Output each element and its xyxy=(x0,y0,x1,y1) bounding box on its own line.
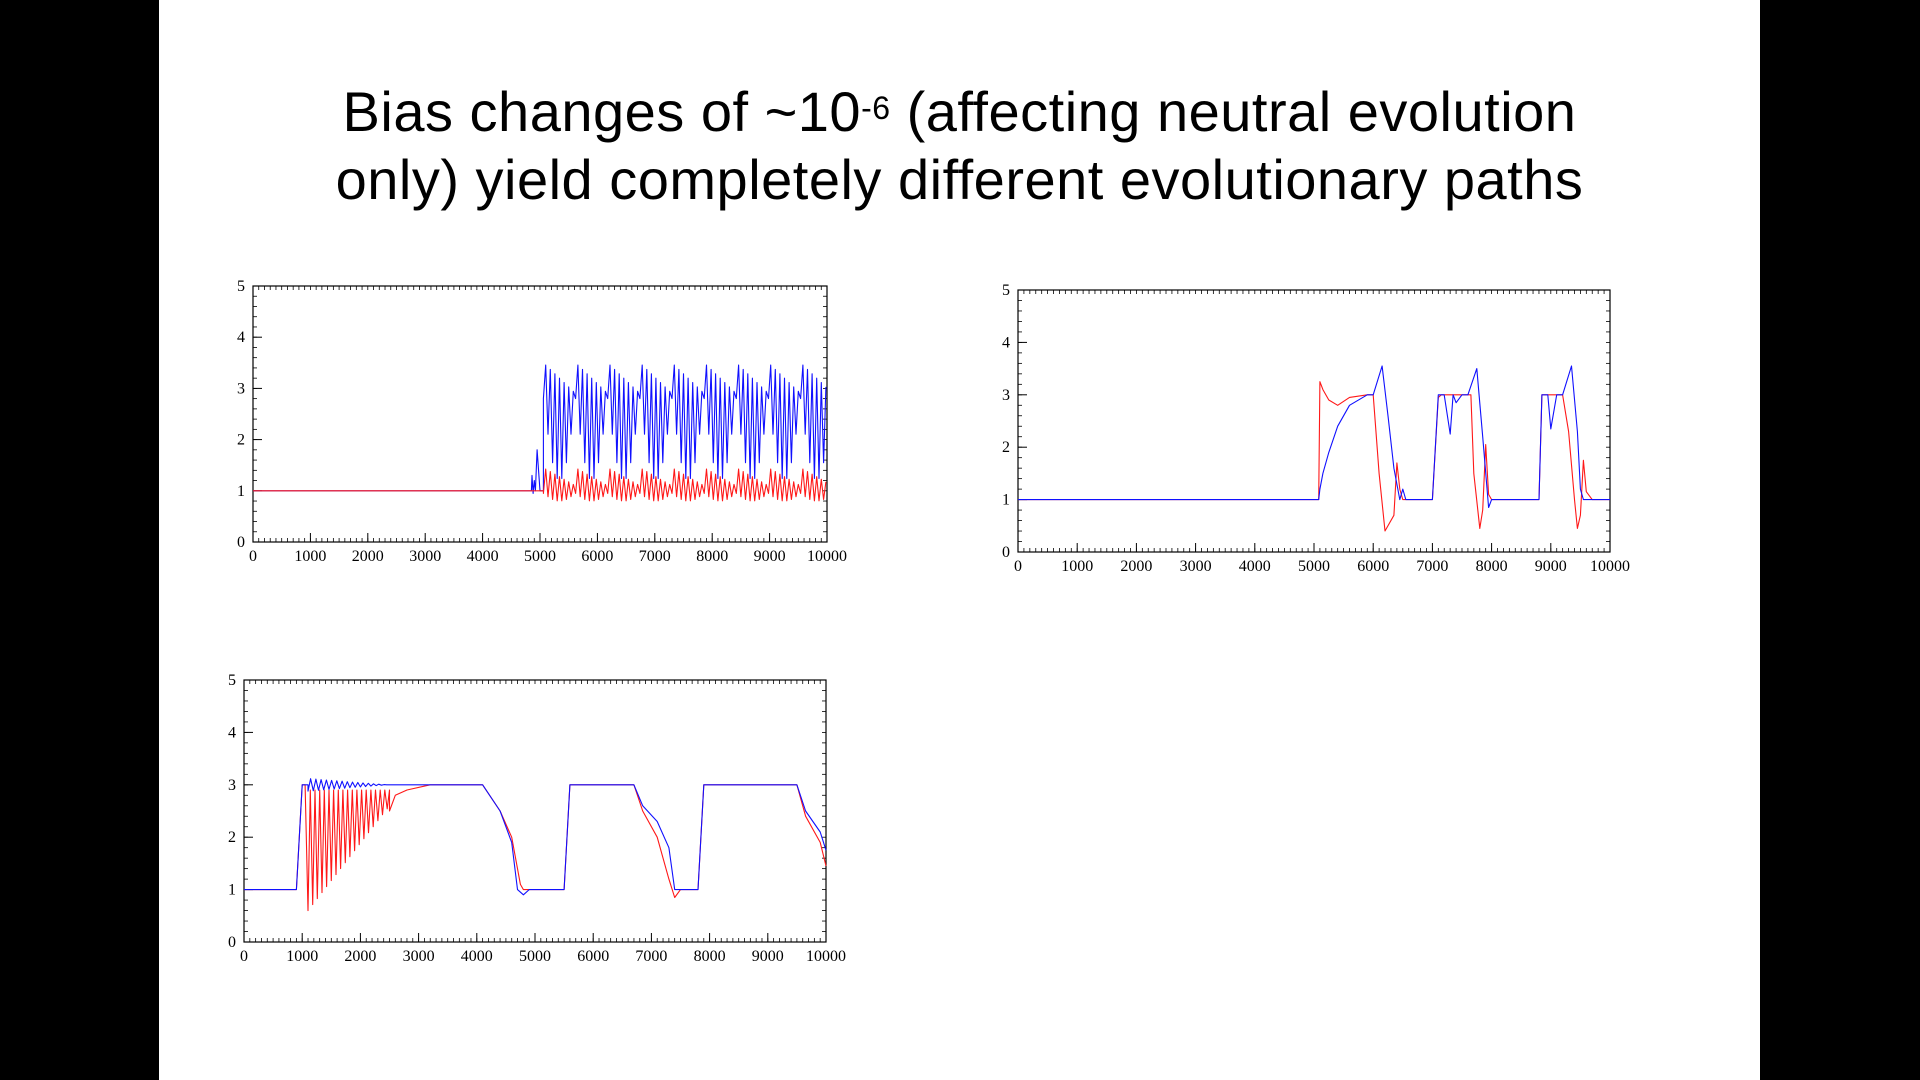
x-tick-label: 10000 xyxy=(806,948,846,965)
series-red-line xyxy=(1018,381,1610,532)
x-tick-label: 0 xyxy=(249,548,257,565)
y-tick-label: 5 xyxy=(1002,282,1010,299)
y-tick-label: 4 xyxy=(237,329,245,346)
plot-frame xyxy=(243,679,827,943)
x-tick-label: 6000 xyxy=(581,548,613,565)
y-tick-label: 3 xyxy=(228,777,236,794)
title-line1-after: (affecting neutral evolution xyxy=(890,80,1577,143)
x-tick-label: 5000 xyxy=(1298,558,1330,575)
x-tick-label: 1000 xyxy=(294,548,326,565)
series-red-line xyxy=(253,468,827,502)
x-tick-label: 9000 xyxy=(754,548,786,565)
plot-frame xyxy=(252,285,828,543)
y-tick-label: 5 xyxy=(237,278,245,295)
series-blue-line xyxy=(253,364,827,494)
x-tick-label: 0 xyxy=(1014,558,1022,575)
x-tick-label: 0 xyxy=(240,948,248,965)
x-tick-label: 10000 xyxy=(807,548,847,565)
y-tick-label: 1 xyxy=(228,882,236,899)
chart-top-right: 0 1000 2000 3000 4000 5000 6000 7000 8000 9000 100… xyxy=(985,280,1765,655)
plot-area: 0 1000 2000 3000 4000 5000 6000 7000 8000 9000 100… xyxy=(1002,282,1630,575)
plot-frame xyxy=(1017,289,1611,553)
x-tick-label: 4000 xyxy=(1239,558,1271,575)
x-tick-label: 7000 xyxy=(635,948,667,965)
slide-title: Bias changes of ~10-6 (affecting neutral… xyxy=(159,78,1760,214)
y-tick-label: 2 xyxy=(237,432,245,449)
series-blue-line xyxy=(1018,365,1610,509)
x-tick-label: 4000 xyxy=(461,948,493,965)
x-tick-label: 3000 xyxy=(1180,558,1212,575)
x-tick-label: 3000 xyxy=(403,948,435,965)
y-tick-label: 3 xyxy=(237,380,245,397)
y-tick-label: 0 xyxy=(1002,544,1010,561)
y-tick-label: 0 xyxy=(237,534,245,551)
y-tick-label: 5 xyxy=(228,672,236,689)
x-tick-label: 6000 xyxy=(577,948,609,965)
y-tick-label: 0 xyxy=(228,934,236,951)
x-tick-label: 7000 xyxy=(639,548,671,565)
x-tick-label: 8000 xyxy=(696,548,728,565)
y-tick-label: 1 xyxy=(1002,492,1010,509)
x-tick-label: 9000 xyxy=(752,948,784,965)
x-tick-label: 1000 xyxy=(286,948,318,965)
x-tick-label: 6000 xyxy=(1357,558,1389,575)
y-tick-label: 4 xyxy=(228,724,236,741)
x-tick-label: 8000 xyxy=(1476,558,1508,575)
x-tick-label: 9000 xyxy=(1535,558,1567,575)
slide: Bias changes of ~10-6 (affecting neutral… xyxy=(159,0,1760,1080)
x-tick-label: 7000 xyxy=(1416,558,1448,575)
y-tick-label: 4 xyxy=(1002,334,1010,351)
title-line2: only) yield completely different evoluti… xyxy=(335,148,1584,211)
x-tick-label: 8000 xyxy=(694,948,726,965)
title-line1-before: Bias changes of ~10 xyxy=(342,80,862,143)
x-tick-label: 1000 xyxy=(1061,558,1093,575)
title-exponent: -6 xyxy=(861,90,891,126)
y-tick-label: 2 xyxy=(228,829,236,846)
x-tick-label: 2000 xyxy=(344,948,376,965)
plot-area: 0 1000 2000 3000 4000 5000 6000 7000 8000 9000 100… xyxy=(237,278,847,565)
chart-top-left: 0 1000 2000 3000 4000 5000 6000 7000 8000 9000 100… xyxy=(221,276,961,646)
chart-top-right-svg: 0 1000 2000 3000 4000 5000 6000 7000 8000 9000 100… xyxy=(1002,282,1630,575)
x-tick-label: 10000 xyxy=(1590,558,1630,575)
series-blue-line xyxy=(244,778,827,896)
y-tick-label: 3 xyxy=(1002,387,1010,404)
x-tick-label: 2000 xyxy=(352,548,384,565)
chart-bottom-left: 0 1000 2000 3000 4000 5000 6000 7000 8000 9000 100… xyxy=(211,670,961,1040)
y-tick-label: 2 xyxy=(1002,439,1010,456)
chart-top-left-svg: 0 1000 2000 3000 4000 5000 6000 7000 8000 9000 100… xyxy=(237,278,847,565)
chart-bottom-left-svg: 0 1000 2000 3000 4000 5000 6000 7000 8000 9000 100… xyxy=(228,672,846,965)
plot-area: 0 1000 2000 3000 4000 5000 6000 7000 8000 9000 100… xyxy=(228,672,846,965)
x-tick-label: 4000 xyxy=(467,548,499,565)
x-tick-label: 5000 xyxy=(519,948,551,965)
y-tick-label: 1 xyxy=(237,483,245,500)
series-red-line xyxy=(244,784,827,912)
x-tick-label: 5000 xyxy=(524,548,556,565)
x-tick-label: 2000 xyxy=(1120,558,1152,575)
x-tick-label: 3000 xyxy=(409,548,441,565)
